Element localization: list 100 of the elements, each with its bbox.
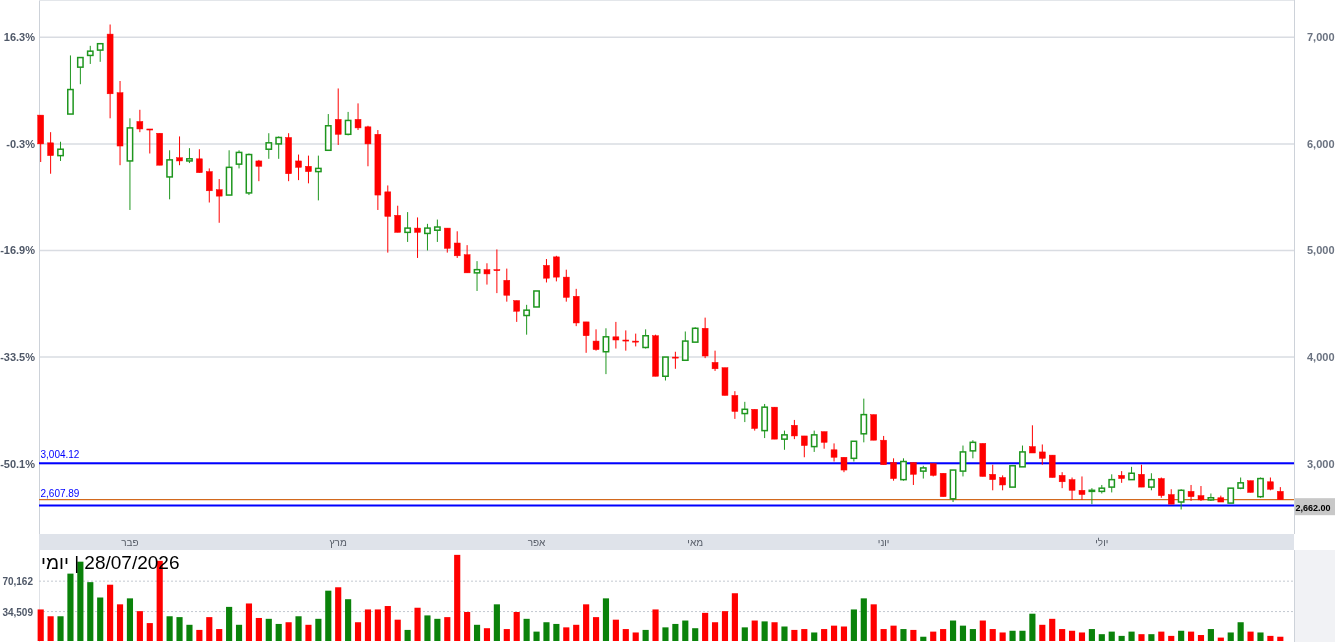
candlestick [1108,473,1116,493]
y2-tick-label: 16.3% [3,31,36,44]
bar [493,604,500,641]
bar [741,627,748,641]
bar [116,604,124,641]
bar [771,622,778,641]
ref-line-label: 3,004.12 [40,449,80,461]
x-tick-label: יולי [1095,536,1109,548]
bar [860,598,867,641]
candlestick [86,45,94,65]
bar [1049,618,1056,641]
candlestick [1058,471,1066,489]
bar [424,615,431,641]
bar [1019,630,1026,641]
candlestick [1009,465,1016,488]
bar [305,624,312,641]
bar [751,620,758,641]
candlestick [275,135,283,160]
bar [1227,632,1234,641]
candlestick [989,464,996,491]
bar [146,623,153,641]
bar [107,584,114,641]
candlestick [1039,443,1046,466]
bar [1158,631,1165,641]
candlestick [334,87,342,146]
candlestick [96,42,104,63]
candlestick [503,268,511,303]
bar [1118,635,1125,641]
bar [583,604,590,641]
bar [77,561,84,641]
bar [1178,630,1185,641]
bar [47,616,54,641]
bar [533,631,540,641]
candlestick [295,154,302,181]
candlestick [215,178,223,224]
bar [592,617,600,641]
candlestick [910,462,917,486]
bar [1039,624,1046,641]
bar [275,623,282,641]
candlestick [662,356,669,382]
bar [1009,630,1016,641]
bar [811,632,818,641]
candlestick [959,445,967,477]
bar [523,618,530,641]
bar [335,587,342,641]
bar [97,597,104,641]
bar [682,620,689,641]
bar [503,629,510,641]
bar [364,609,372,641]
bar [563,627,570,641]
bar [781,626,788,641]
bar [949,620,957,641]
bar [394,619,401,641]
candlestick [483,262,491,286]
bar [642,629,649,641]
x-tick-label: מרץ [329,536,347,548]
bar [454,554,461,641]
candlestick [642,328,650,350]
candlestick [850,440,858,463]
candlestick [453,230,461,259]
candlestick [622,329,630,352]
candlestick [791,419,798,440]
candlestick [681,330,689,362]
candlestick [751,408,758,432]
bar [354,622,362,641]
bar [711,622,719,641]
bar [464,612,471,641]
x-tick-label: יוני [877,536,890,548]
bar [1267,635,1274,641]
bar [622,629,629,641]
candlestick [900,457,907,482]
candlestick [711,350,719,372]
bar [434,618,441,641]
bar [87,582,94,641]
candlestick [543,258,550,283]
bar [830,625,838,641]
bar [702,612,709,641]
bar [1138,634,1145,641]
bar [226,606,233,641]
candlestick [354,102,362,131]
bar [1078,632,1086,641]
bar [761,621,768,641]
candlestick [553,255,560,282]
bar [1187,631,1195,641]
candlestick [741,401,749,423]
candlestick [1049,454,1056,479]
bar [1059,629,1066,641]
candlestick [404,211,412,243]
bar [1108,631,1115,641]
bar [245,603,253,641]
bar [285,622,292,641]
bar [136,611,143,641]
ref-line-label: 2,662.00 [1295,502,1331,513]
candlestick [265,132,273,160]
y-tick-label: 3,000 [1307,457,1335,470]
y-tick-label: 7,000 [1307,31,1335,44]
bar [1029,613,1036,641]
bar [216,629,223,641]
candlestick [424,223,431,251]
bar [315,618,322,641]
